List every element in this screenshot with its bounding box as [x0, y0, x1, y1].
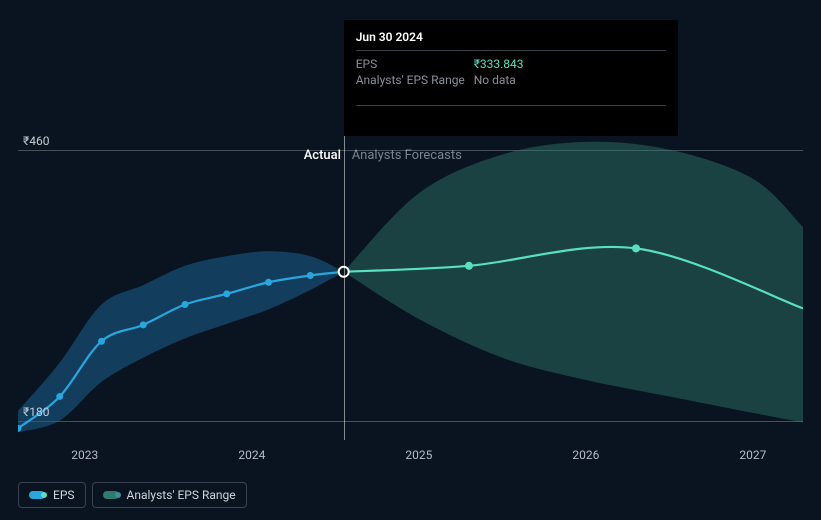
tooltip-row-range: Analysts' EPS Range No data [356, 73, 666, 87]
tooltip-row-value: ₹333.843 [474, 57, 524, 71]
tooltip-row-label: EPS [356, 57, 474, 71]
legend-item-eps[interactable]: EPS [18, 482, 86, 508]
tooltip-row-eps: EPS ₹333.843 [356, 57, 666, 71]
x-tick-label: 2025 [405, 448, 432, 462]
tooltip-date: Jun 30 2024 [356, 30, 666, 51]
legend-item-range[interactable]: Analysts' EPS Range [92, 482, 247, 508]
legend-label: EPS [53, 488, 75, 502]
y-tick-label: ₹460 [23, 134, 49, 148]
tooltip-footer [356, 105, 666, 106]
plot-area[interactable] [18, 140, 803, 440]
legend-swatch [103, 491, 119, 499]
x-tick-label: 2026 [572, 448, 599, 462]
x-tick-label: 2027 [739, 448, 766, 462]
eps-chart: Jun 30 2024 EPS ₹333.843 Analysts' EPS R… [0, 0, 821, 520]
tooltip-row-label: Analysts' EPS Range [356, 73, 474, 87]
y-tick-label: ₹180 [23, 405, 49, 419]
x-axis: 2023 2024 2025 2026 2027 [18, 448, 803, 468]
x-tick-label: 2023 [71, 448, 98, 462]
chart-tooltip: Jun 30 2024 EPS ₹333.843 Analysts' EPS R… [344, 20, 678, 136]
legend-swatch [29, 491, 45, 499]
x-tick-label: 2024 [238, 448, 265, 462]
tooltip-row-value: No data [474, 73, 516, 87]
legend-label: Analysts' EPS Range [127, 488, 236, 502]
legend: EPS Analysts' EPS Range [18, 482, 247, 508]
